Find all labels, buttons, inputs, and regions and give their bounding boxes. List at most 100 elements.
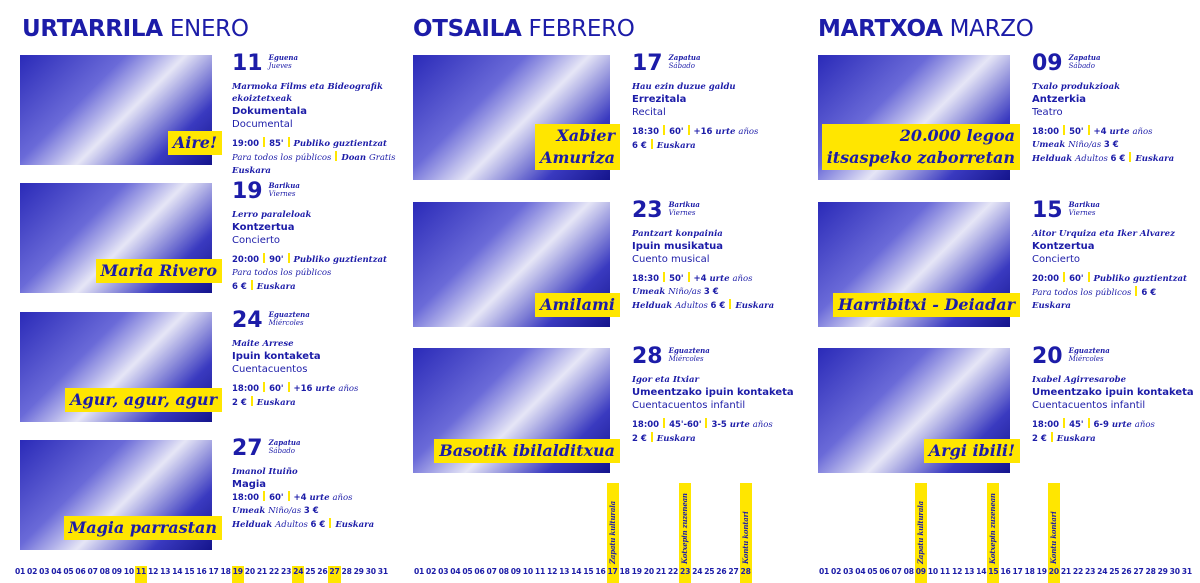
event-detail-line: Para todos los públicos Doan Gratis [232, 151, 402, 165]
event-image-title: Aire! [167, 131, 222, 155]
detail-text: 2 € [1032, 434, 1047, 444]
calendar-day: 13 [559, 567, 570, 576]
event-date: 17 Zapatua Sábado [632, 53, 802, 75]
event-date: 09 Zapatua Sábado [1032, 53, 1200, 75]
separator [1087, 418, 1090, 428]
detail-text: +16 [293, 384, 316, 394]
calendar-day-highlighted[interactable]: 15 Kotxepin zuzenean [987, 483, 1000, 583]
event-photo[interactable]: Aire! [20, 55, 222, 165]
detail-text: 6 € [1141, 288, 1157, 298]
event-weekday: Eguena Jueves [269, 54, 298, 71]
detail-text: Euskara [735, 301, 775, 311]
event-company: Pantzart konpainia [632, 229, 723, 239]
calendar-day: 19 [631, 567, 642, 576]
event-info: 27 Zapatua Sábado Imanol Ituiño Magia 18:00 60… [232, 438, 402, 532]
calendar-day-highlighted[interactable]: 24 [292, 566, 305, 583]
event-detail-line: 18:00 60' +16 urte años [232, 382, 402, 396]
calendar-series-label: Kontu kontari [1047, 483, 1060, 568]
event-detail-line: 18:00 45' 6-9 urte años [1032, 418, 1200, 432]
event-weekday: Barikua Viernes [1069, 201, 1100, 218]
event-photo[interactable]: Basotik ibilalditxua [413, 348, 620, 473]
weekday-es: Miércoles [668, 355, 704, 363]
calendar-day-highlighted[interactable]: 20 Kontu kontari [1047, 483, 1060, 583]
calendar-day: 02 [27, 567, 38, 576]
event-photo[interactable]: Maria Rivero [20, 183, 222, 293]
calendar-day: 11 [534, 567, 546, 576]
event-photo[interactable]: Agur, agur, agur [20, 312, 222, 422]
detail-text: Euskara [656, 434, 696, 444]
detail-text: urte [309, 493, 333, 503]
calendar-day: 04 [450, 567, 461, 576]
event-detail-line: Euskara [1032, 300, 1200, 313]
detail-text: +4 [1093, 127, 1110, 137]
event-detail-line: Para todos los públicos 6 € [1032, 286, 1200, 300]
detail-text: 20:00 [232, 255, 260, 265]
detail-text: 60' [1069, 274, 1084, 284]
month-name-es: MARZO [949, 16, 1034, 42]
detail-text: +16 [693, 127, 716, 137]
event-info: 20 Eguaztena Miércoles Ixabel Agirresarobe U… [1032, 346, 1200, 446]
event-photo[interactable]: 20.000 legoa itsaspeko zaborretan [818, 55, 1020, 180]
event-weekday: Eguaztena Miércoles [1069, 347, 1110, 364]
detail-text: 45'-60' [669, 420, 702, 430]
separator [1050, 432, 1053, 442]
calendar-day: 31 [377, 567, 388, 576]
event-image-title: Xabier Amuriza [535, 124, 620, 170]
separator [1129, 152, 1132, 162]
detail-text: Euskara [1135, 154, 1175, 164]
event-detail-line: 2 € Euskara [1032, 432, 1200, 446]
detail-text: Adultos [275, 520, 311, 530]
event-detail-line: 20:00 60' Publiko guztientzat [1032, 272, 1200, 286]
detail-text: Publiko guztientzat [293, 255, 387, 265]
separator [263, 382, 266, 392]
event-info: 23 Barikua Viernes Pantzart konpainia Ipuin … [632, 200, 802, 313]
event-title-eu: Antzerkia [1032, 94, 1086, 105]
calendar-day-highlighted[interactable]: 17 Zapatu kulturala [606, 483, 619, 583]
event-title-es: Cuentacuentos [232, 364, 308, 375]
calendar-day: 14 [976, 567, 987, 576]
event-photo[interactable]: Amilami [413, 202, 620, 327]
event-photo[interactable]: Harribitxi - Deiadar [818, 202, 1020, 327]
event-detail-line: Umeak Niño/as 3 € [1032, 139, 1200, 152]
detail-text: Adultos [675, 301, 711, 311]
event-day-number: 23 [632, 198, 663, 223]
detail-text: 60' [669, 127, 684, 137]
event-detail-line: Para todos los públicos [232, 267, 402, 280]
calendar-day-highlighted[interactable]: 23 Kotxepin zuzenean [679, 483, 692, 583]
detail-text: 90' [269, 255, 284, 265]
calendar-day-highlighted[interactable]: 11 [134, 566, 148, 583]
event-company: Imanol Ituiño [232, 467, 298, 477]
event-detail-line: Helduak Adultos 6 € Euskara [232, 518, 402, 532]
calendar-day-highlighted[interactable]: 27 [328, 566, 341, 583]
calendar-day-highlighted[interactable]: 19 [231, 566, 244, 583]
event-photo[interactable]: Argi ibili! [818, 348, 1020, 473]
event-company: Lerro paraleloak [232, 210, 312, 220]
calendar-day-highlighted[interactable]: 09 Zapatu kulturala [914, 483, 927, 583]
event-company: Hau ezin duzue galdu [632, 82, 736, 92]
event-photo[interactable]: Xabier Amuriza [413, 55, 620, 180]
month-column: MARTXOA MARZO 20.000 legoa itsaspeko zabo… [805, 0, 1200, 583]
event-detail-line: 2 € Euskara [632, 432, 802, 446]
calendar-series-label: Zapatu kulturala [606, 483, 619, 568]
calendar-day: 17 [1012, 567, 1023, 576]
calendar-day: 16 [196, 567, 207, 576]
month-title: MARTXOA MARZO [818, 16, 1034, 42]
calendar-day: 23 [1085, 567, 1096, 576]
calendar-day: 14 [172, 567, 183, 576]
separator [1087, 272, 1090, 282]
detail-text: Para todos los públicos [232, 153, 332, 163]
event-company: Ixabel Agirresarobe [1032, 375, 1127, 385]
calendar-day-highlighted[interactable]: 28 Kontu kontari [739, 483, 752, 583]
event-photo[interactable]: Magia parrastan [20, 440, 222, 550]
calendar-day: 13 [160, 567, 171, 576]
calendar-day: 05 [63, 567, 74, 576]
calendar-day: 20 [244, 567, 255, 576]
event-weekday: Eguaztena Miércoles [668, 347, 710, 364]
calendar-day: 09 [111, 567, 122, 576]
calendar-day: 18 [1024, 567, 1035, 576]
calendar-day: 10 [927, 567, 938, 576]
event-weekday: Barikua Viernes [669, 201, 700, 218]
event-info: 24 Eguaztena Miércoles Maite Arrese Ipuin ko… [232, 310, 402, 410]
detail-text: años [1134, 420, 1155, 430]
detail-text: Euskara [256, 282, 296, 292]
